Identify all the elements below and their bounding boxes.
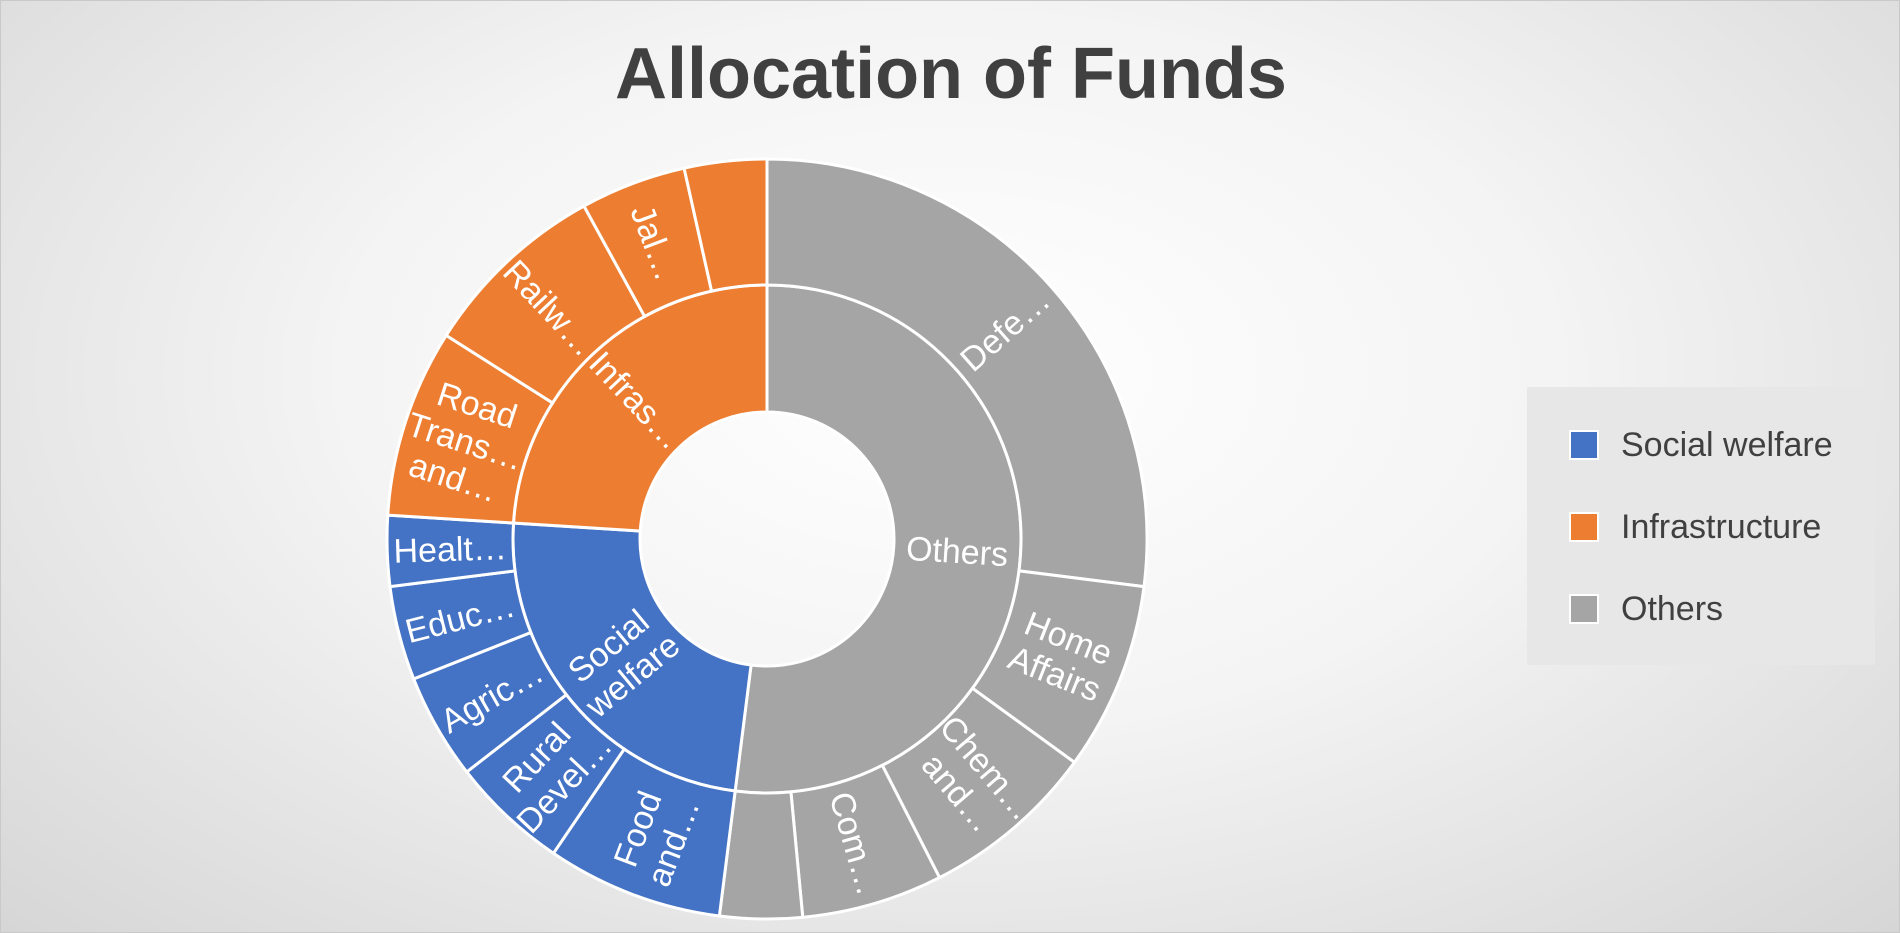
legend-label: Others: [1621, 589, 1724, 628]
legend: Social welfare Infrastructure Others: [1527, 387, 1875, 665]
outer-slice-defe: [765, 157, 1149, 589]
legend-item-others: Others: [1569, 589, 1723, 629]
legend-swatch: [1569, 594, 1599, 624]
chart-title: Allocation of Funds: [615, 34, 1287, 114]
legend-label: Social welfare: [1621, 425, 1833, 464]
legend-swatch: [1569, 430, 1599, 460]
outer-label-healt: Healt…: [393, 529, 508, 571]
outer-slice-unlabeled: [682, 157, 769, 293]
legend-swatch: [1569, 512, 1599, 542]
inner-label-others: Others: [905, 530, 1009, 574]
legend-label: Infrastructure: [1621, 507, 1822, 546]
legend-item-infrastructure: Infrastructure: [1569, 507, 1821, 547]
legend-item-social-welfare: Social welfare: [1569, 425, 1833, 465]
